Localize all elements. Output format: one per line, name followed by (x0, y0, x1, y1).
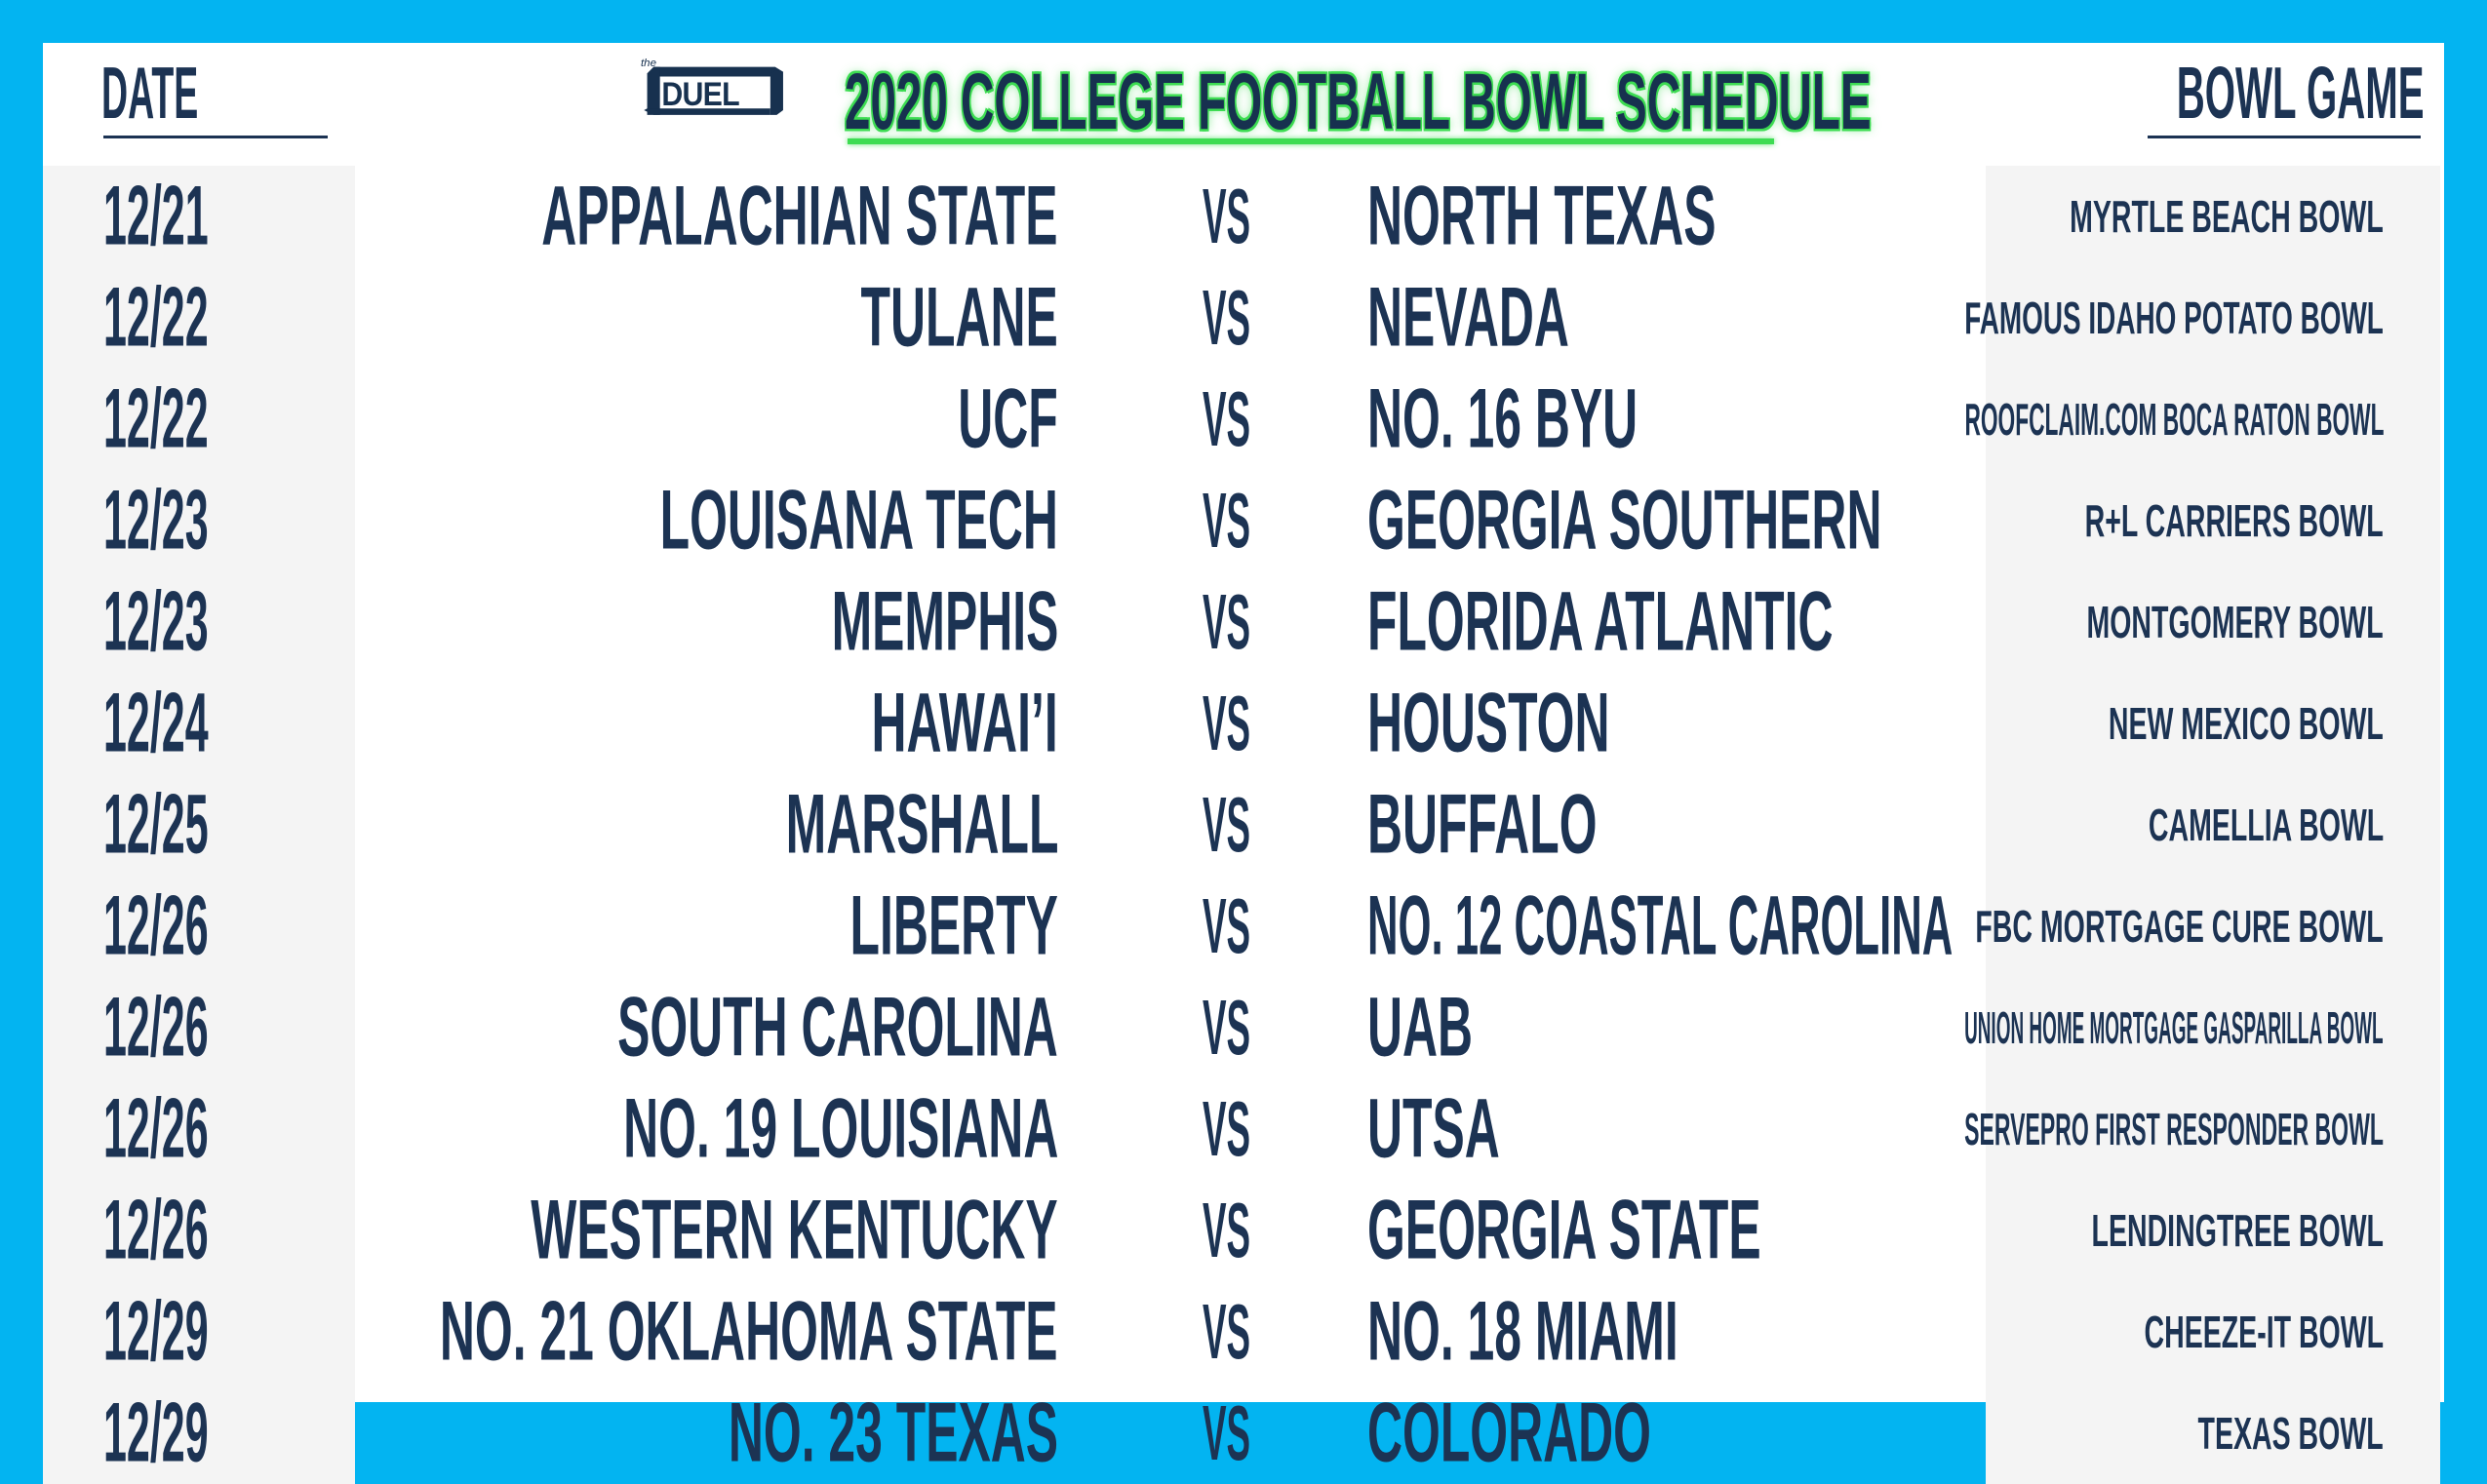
svg-text:DUEL: DUEL (661, 75, 739, 112)
